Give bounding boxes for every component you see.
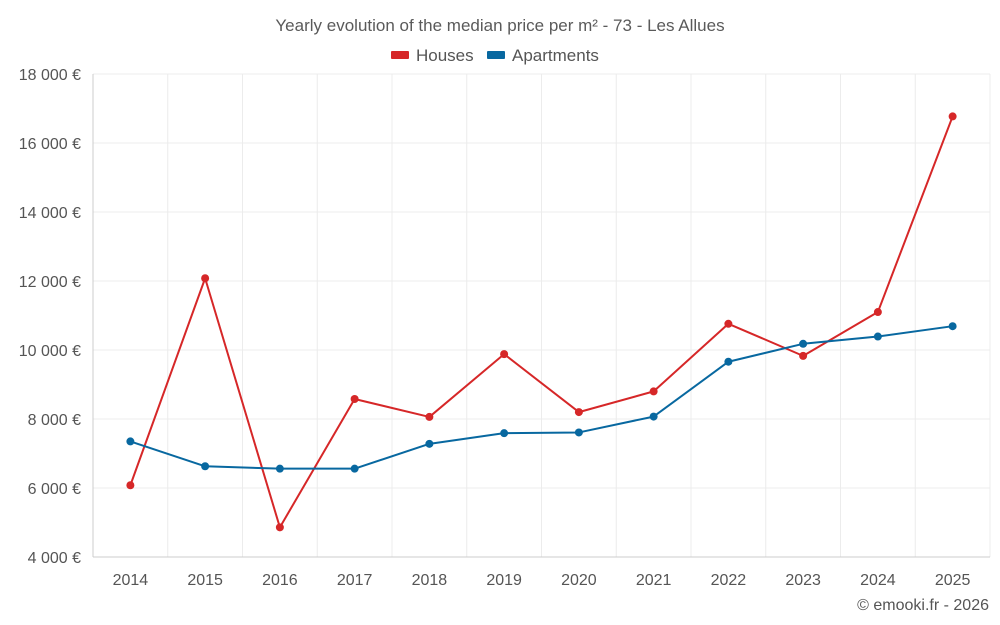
y-tick-label: 10 000 € xyxy=(19,343,81,360)
data-point-houses[interactable] xyxy=(201,274,210,283)
y-tick-label: 8 000 € xyxy=(28,412,81,429)
data-point-apartments[interactable] xyxy=(425,439,434,448)
x-tick-label: 2016 xyxy=(262,572,298,589)
y-axis-ticks: 4 000 € 6 000 € 8 000 € 10 000 € 12 000 € 14 … xyxy=(19,67,81,567)
y-tick-label: 12 000 € xyxy=(19,274,81,291)
data-point-apartments[interactable] xyxy=(873,332,882,341)
data-point-apartments[interactable] xyxy=(126,437,135,446)
x-tick-label: 2025 xyxy=(935,572,971,589)
x-tick-label: 2024 xyxy=(860,572,896,589)
data-point-apartments[interactable] xyxy=(574,428,583,437)
data-point-apartments[interactable] xyxy=(948,322,957,331)
data-point-apartments[interactable] xyxy=(500,429,509,438)
y-tick-label: 6 000 € xyxy=(28,481,81,498)
x-axis-ticks: 2014 2015 2016 2017 2018 2019 2020 2021 2022 2023… xyxy=(113,572,971,589)
data-point-apartments[interactable] xyxy=(799,339,808,348)
legend-label-apartments[interactable]: Apartments xyxy=(512,46,599,65)
legend-swatch-houses xyxy=(391,51,409,59)
x-tick-label: 2019 xyxy=(486,572,522,589)
data-point-houses[interactable] xyxy=(275,523,284,532)
series-line-houses xyxy=(129,116,954,529)
data-point-houses[interactable] xyxy=(500,350,509,359)
legend-label-houses[interactable]: Houses xyxy=(416,46,474,65)
y-tick-label: 16 000 € xyxy=(19,136,81,153)
y-tick-label: 14 000 € xyxy=(19,205,81,222)
x-tick-label: 2023 xyxy=(785,572,821,589)
x-tick-label: 2020 xyxy=(561,572,597,589)
series xyxy=(126,112,957,532)
data-point-houses[interactable] xyxy=(574,408,583,417)
data-point-houses[interactable] xyxy=(649,387,658,396)
data-point-houses[interactable] xyxy=(724,319,733,328)
legend: Houses Apartments xyxy=(391,46,599,65)
data-point-apartments[interactable] xyxy=(275,464,284,473)
data-point-houses[interactable] xyxy=(948,112,957,121)
x-tick-label: 2014 xyxy=(113,572,149,589)
data-point-houses[interactable] xyxy=(873,308,882,317)
series-line-apartments xyxy=(130,325,953,470)
chart-title: Yearly evolution of the median price per… xyxy=(275,16,724,35)
y-tick-label: 18 000 € xyxy=(19,67,81,84)
grid xyxy=(92,73,991,558)
y-tick-label: 4 000 € xyxy=(28,550,81,567)
data-point-apartments[interactable] xyxy=(649,412,658,421)
data-point-apartments[interactable] xyxy=(201,462,210,471)
data-point-apartments[interactable] xyxy=(350,464,359,473)
x-tick-label: 2022 xyxy=(711,572,747,589)
data-point-houses[interactable] xyxy=(126,481,135,490)
data-point-apartments[interactable] xyxy=(724,357,733,366)
legend-swatch-apartments xyxy=(487,51,505,59)
x-tick-label: 2017 xyxy=(337,572,373,589)
axes xyxy=(92,74,990,558)
data-point-houses[interactable] xyxy=(350,394,359,403)
credit-text: © emooki.fr - 2026 xyxy=(857,597,989,614)
data-point-houses[interactable] xyxy=(425,412,434,421)
x-tick-label: 2021 xyxy=(636,572,672,589)
x-tick-label: 2018 xyxy=(412,572,448,589)
x-tick-label: 2015 xyxy=(187,572,223,589)
data-point-houses[interactable] xyxy=(799,351,808,360)
